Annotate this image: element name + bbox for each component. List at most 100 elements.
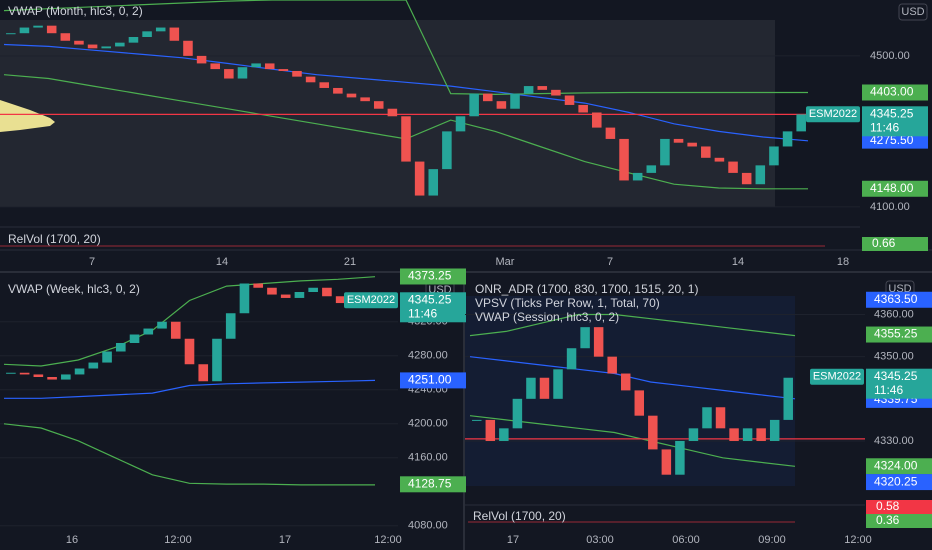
candle (129, 334, 140, 343)
candle (469, 93, 479, 117)
candle (184, 338, 195, 365)
candle (169, 27, 180, 41)
candle (607, 356, 617, 374)
price-label-box (862, 180, 928, 197)
candle (578, 104, 588, 113)
candle (170, 321, 181, 339)
candle (688, 428, 699, 441)
candle (728, 161, 738, 173)
candle (442, 131, 452, 170)
time-label: Mar (496, 256, 515, 268)
candle (102, 351, 112, 363)
symbol-box (344, 292, 398, 309)
candle (239, 283, 250, 314)
volume-profile (0, 100, 55, 132)
candle (769, 419, 780, 441)
candle (60, 33, 71, 41)
candle (47, 377, 57, 380)
candle (319, 82, 330, 88)
candle (580, 327, 590, 349)
candle (499, 428, 509, 441)
relvol-title: RelVol (1700, 20) (473, 509, 566, 523)
currency: USD (901, 6, 924, 18)
candle (155, 27, 166, 32)
session-box (465, 296, 795, 486)
price-tick: 4080.00 (408, 520, 448, 532)
indicator-line (4, 379, 376, 399)
indicator-line (3, 423, 375, 486)
indicator-line (469, 356, 796, 400)
candle (741, 172, 752, 185)
candle (702, 407, 712, 429)
candle (322, 287, 332, 297)
candle (292, 70, 302, 77)
price-label-box (862, 132, 928, 149)
time-label: 03:00 (586, 534, 614, 546)
price-label: 4403.00 (870, 85, 914, 99)
candle (592, 112, 602, 128)
symbol-tag: ESM2022 (809, 108, 857, 120)
study-title: VWAP (Week, hlc3, 0, 2) (8, 282, 140, 296)
candle (360, 97, 370, 102)
price-tick: 4160.00 (408, 452, 448, 464)
candle (632, 172, 643, 181)
time-label: 14 (216, 256, 228, 268)
last-price: 4345.25 (874, 369, 918, 383)
candle (675, 440, 685, 475)
relvol-label-box (866, 514, 932, 528)
candle (564, 95, 575, 105)
relvol-label-box (862, 237, 928, 251)
time-label: 18 (837, 256, 849, 268)
currency-box (898, 3, 928, 21)
candle (305, 76, 316, 83)
candle (414, 161, 425, 196)
relvol-label: 0.66 (872, 236, 896, 250)
price-label: 4355.25 (874, 327, 918, 341)
candle (537, 86, 548, 90)
indicator-line (469, 313, 796, 337)
candle (782, 131, 793, 147)
last-price: 4345.25 (870, 106, 914, 120)
candle (33, 374, 44, 377)
candle (553, 369, 563, 399)
candle (496, 101, 507, 109)
time-label: 7 (607, 256, 613, 268)
candle (198, 364, 209, 382)
relvol-title: RelVol (1700, 20) (8, 232, 101, 246)
price-label: 4363.50 (874, 292, 918, 306)
candle (472, 419, 482, 421)
candle (253, 283, 264, 288)
candle (335, 296, 346, 304)
time-label: 12:00 (164, 534, 192, 546)
candle (687, 142, 697, 147)
candle (225, 313, 236, 339)
candle (523, 86, 534, 94)
price-label: 4128.75 (408, 476, 452, 490)
candle (115, 343, 126, 352)
candle (196, 55, 207, 64)
price-tick: 4330.00 (874, 435, 914, 447)
candle (61, 374, 71, 380)
time-label: 12:00 (374, 534, 402, 546)
last-price: 4345.25 (408, 292, 452, 306)
time-label: 09:00 (758, 534, 786, 546)
candle (237, 67, 248, 79)
study-title: VWAP (Month, hlc3, 0, 2) (8, 4, 143, 18)
indicator-line (469, 415, 796, 467)
price-label-box (866, 458, 932, 475)
time-label: 21 (344, 256, 356, 268)
price-tick: 4200.00 (408, 418, 448, 430)
candle (373, 101, 384, 109)
symbol-tag: ESM2022 (347, 294, 395, 306)
candle (485, 419, 496, 441)
time-label: 17 (507, 534, 519, 546)
candle (19, 372, 30, 375)
candle (6, 33, 16, 35)
candle (566, 348, 577, 370)
candle (660, 138, 670, 166)
symbol-box (810, 368, 864, 385)
study-title: VWAP (Session, hlc3, 0, 2) (475, 310, 619, 324)
countdown: 11:46 (870, 120, 899, 134)
candle (714, 157, 725, 162)
candle (551, 89, 561, 96)
